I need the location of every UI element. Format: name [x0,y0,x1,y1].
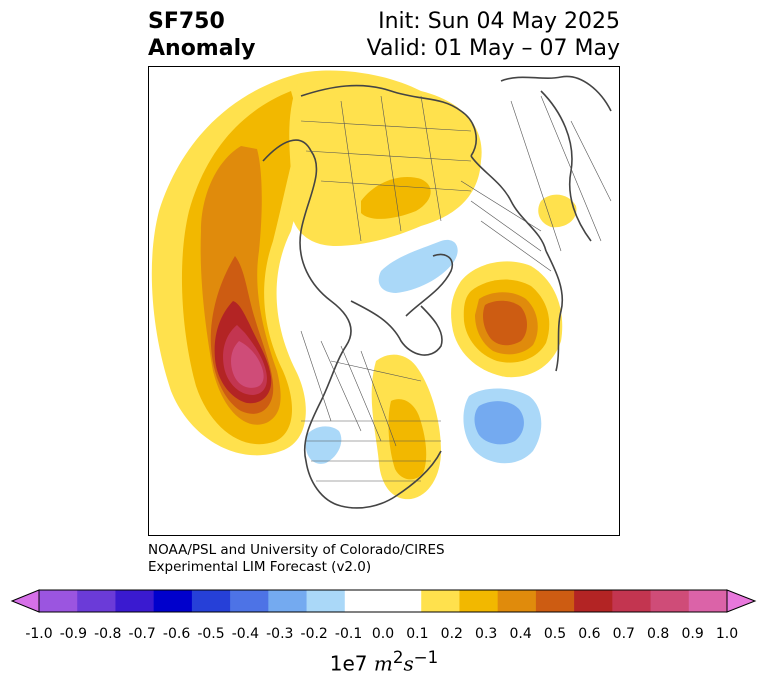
colorbar-tick-label: 1.0 [715,626,739,642]
units-sup1: 2 [392,648,404,667]
colorbar-bin [421,590,460,612]
colorbar-over-arrow [726,589,757,613]
colorbar-tick-label: 0.6 [578,626,601,642]
atlantic-anomaly-0.4 [483,300,527,346]
colorbar-bin [153,590,193,612]
colorbar-bin [688,590,728,612]
credit: NOAA/PSL and University of Colorado/CIRE… [148,542,445,576]
units-m: m [373,651,393,676]
colorbar-tick-label: -0.6 [162,626,191,642]
colorbar-bin [383,590,422,612]
colorbar [10,589,757,613]
colorbar-tick-label: 0.0 [371,626,395,642]
colorbar-bin [306,590,346,612]
colorbar-tick-label: -0.3 [266,626,294,642]
colorbar-bin [497,590,537,612]
colorbar-tick-label: 0.3 [475,626,498,642]
title-right: Init: Sun 04 May 2025 Valid: 01 May – 07… [367,8,620,62]
colorbar-tick-label: -0.7 [128,626,156,642]
colorbar-bin [344,590,384,612]
colorbar-tick-label: -0.8 [94,626,122,642]
colorbar-bin [535,590,575,612]
coastlines [262,75,612,509]
colorbar-tick-label: -0.2 [300,626,328,642]
units-sup2: −1 [413,648,439,667]
colorbar-tick-label: -1.0 [25,626,53,642]
scandinavia-anomaly-0.1 [538,194,577,228]
colorbar-bin [230,590,269,612]
colorbar-bin [268,590,308,612]
init-date: Init: Sun 04 May 2025 [378,9,620,34]
credit-line-2: Experimental LIM Forecast (v2.0) [148,559,372,575]
colorbar-bin [650,590,690,612]
colorbar-tick-label: 0.9 [681,626,704,642]
colorbar-tick-label: 0.1 [406,626,429,642]
colorbar-bin [115,590,155,612]
colorbar-units: 1e7 m2s−1 [0,648,768,676]
colorbar-under-arrow [10,589,40,613]
political-borders [300,95,612,482]
colorbar-bin [77,590,116,612]
anomaly-map [151,70,612,509]
colorbar-tick-label: 0.8 [647,626,670,642]
pacific-anomaly-0.7 [231,341,264,388]
colorbar-tick-label: -0.5 [197,626,225,642]
colorbar-tick-label: 0.4 [509,626,532,642]
units-s: s [403,651,414,676]
colorbar-bin [574,590,613,612]
anomaly-label: Anomaly [148,36,256,61]
colorbar-tick-label: 0.5 [543,626,567,642]
map-panel [148,66,620,536]
colorbar-tick-label: -0.9 [59,626,88,642]
units-prefix: 1e7 [329,651,374,676]
colorbar-tick-label: 0.7 [612,626,635,642]
colorbar-bin [459,590,499,612]
atlantic-anomaly-neg-0.2 [474,401,524,445]
valid-range: Valid: 01 May – 07 May [366,36,620,61]
credit-line-1: NOAA/PSL and University of Colorado/CIRE… [148,542,445,558]
siberia-anomaly-0.1 [289,70,482,246]
colorbar-bin [191,590,231,612]
colorbar-outline [38,589,728,613]
us-anomaly-neg-0.1 [305,426,342,464]
colorbar-ticks: -1.0 -0.9 -0.8 -0.7 -0.6 -0.5 -0.4 -0.3 -0.2 -0.1… [0,626,768,646]
variable-label: SF750 [148,9,225,34]
title-left: SF750 Anomaly [148,8,255,62]
colorbar-bin [612,590,652,612]
arctic-anomaly-neg-0.1 [378,239,458,293]
colorbar-bin [39,590,78,612]
colorbar-tick-label: -0.1 [334,626,363,642]
colorbar-bins [39,590,728,612]
colorbar-tick-label: -0.4 [231,626,260,642]
namerica-anomaly-0.2 [388,399,427,480]
colorbar-tick-label: 0.2 [440,626,463,642]
